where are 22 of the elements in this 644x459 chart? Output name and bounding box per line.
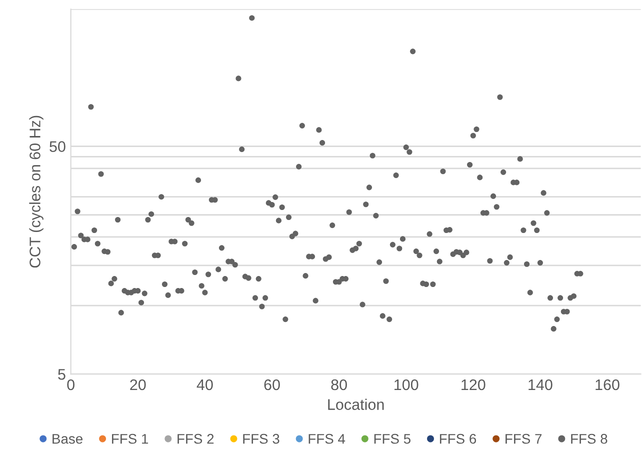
y-tick-label: 50 xyxy=(50,141,66,152)
x-tick-label: 100 xyxy=(394,379,418,390)
x-tick-label: 80 xyxy=(331,379,347,390)
x-tick-label: 40 xyxy=(196,379,213,390)
x-tick-label: 160 xyxy=(596,379,620,390)
legend-label: FFS 6 xyxy=(440,434,476,444)
x-tick-label: 0 xyxy=(67,379,74,390)
legend-label: FFS 5 xyxy=(374,434,410,444)
legend-label: FFS 4 xyxy=(308,434,346,444)
x-axis-title: Location xyxy=(328,398,384,410)
x-tick-label: 20 xyxy=(130,379,146,390)
legend-label: FFS 2 xyxy=(178,434,214,444)
y-axis-title: CCT (cycles on 60 Hz) xyxy=(29,116,44,268)
x-tick-label: 60 xyxy=(264,379,280,390)
legend-label: FFS 8 xyxy=(571,434,608,444)
legend-label: FFS 3 xyxy=(243,434,280,444)
x-tick-label: 140 xyxy=(528,379,552,390)
legend-label: Base xyxy=(52,434,82,444)
x-tick-label: 120 xyxy=(462,379,486,390)
legend-label: FFS 1 xyxy=(112,434,148,444)
legend-label: FFS 7 xyxy=(506,434,542,444)
y-tick-label: 5 xyxy=(58,369,66,380)
